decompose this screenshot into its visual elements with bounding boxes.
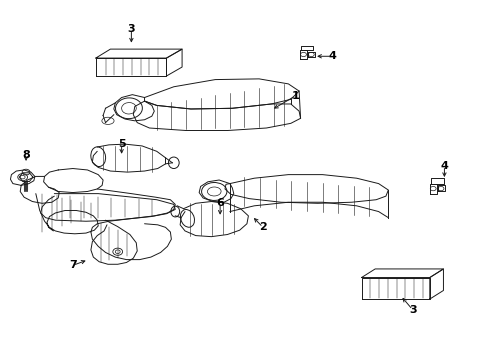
Text: 8: 8 xyxy=(22,150,30,160)
Text: 1: 1 xyxy=(291,91,299,101)
Text: 6: 6 xyxy=(216,198,224,208)
Text: 3: 3 xyxy=(127,24,135,35)
Text: 5: 5 xyxy=(118,139,125,149)
Text: 4: 4 xyxy=(440,161,447,171)
Text: 2: 2 xyxy=(259,222,266,232)
Text: 7: 7 xyxy=(69,260,77,270)
Text: 4: 4 xyxy=(327,51,336,61)
Text: 3: 3 xyxy=(408,305,416,315)
